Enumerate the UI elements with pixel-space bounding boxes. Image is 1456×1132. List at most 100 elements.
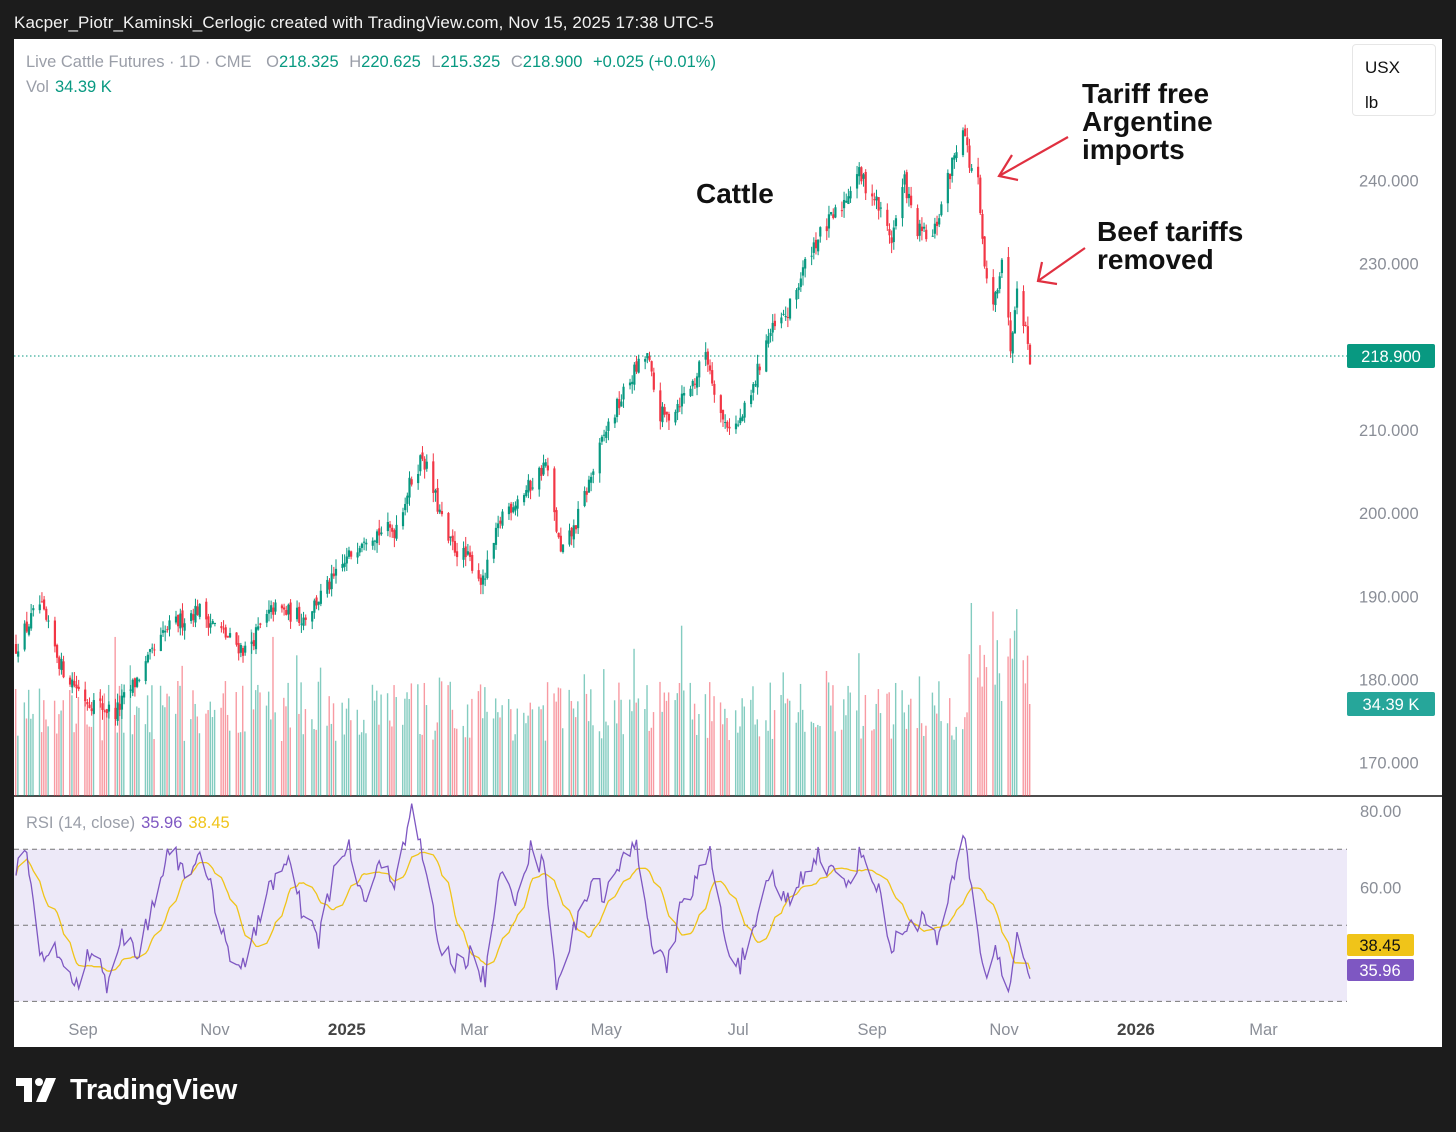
- candle-body: [814, 239, 818, 249]
- volume-bar: [713, 696, 715, 796]
- candle-body: [903, 174, 906, 185]
- volume-bar: [330, 723, 333, 796]
- volume-bar: [296, 655, 298, 796]
- candle-body: [1022, 291, 1025, 327]
- volume-bar: [235, 692, 237, 796]
- volume-bar: [391, 726, 393, 796]
- candle-body: [179, 613, 182, 629]
- open-value: 218.325: [279, 53, 339, 71]
- volume-bar: [620, 699, 622, 796]
- tradingview-logo-icon: [16, 1078, 56, 1102]
- volume-label[interactable]: Vol: [26, 78, 49, 96]
- candle-body: [1011, 332, 1014, 354]
- currency-unit[interactable]: USX: [1365, 58, 1400, 77]
- candle-body: [652, 372, 655, 390]
- volume-bar: [356, 709, 359, 796]
- candle-body: [304, 617, 307, 620]
- volume-bar: [168, 696, 170, 796]
- close-label: C: [510, 53, 523, 71]
- volume-bar: [936, 713, 938, 796]
- tariff-free-annotation: Tariff free Argentine imports: [1082, 80, 1213, 164]
- candle-body: [756, 363, 759, 388]
- volume-bar: [138, 707, 140, 796]
- tradingview-logo[interactable]: TradingView: [16, 1072, 237, 1108]
- candle-body: [419, 455, 422, 472]
- candle-body: [408, 477, 411, 498]
- volume-bar: [358, 734, 361, 796]
- volume-bar: [562, 728, 564, 796]
- volume-bar: [501, 705, 503, 796]
- volume-bar: [196, 716, 199, 796]
- volume-bar: [32, 713, 34, 796]
- volume-bar: [678, 683, 681, 796]
- candle-body: [45, 608, 48, 620]
- volume-bar: [862, 725, 864, 796]
- volume-bar: [726, 718, 728, 796]
- candle-body: [570, 527, 573, 537]
- rsi-label[interactable]: RSI (14, close): [26, 814, 136, 832]
- volume-bar: [998, 673, 1001, 796]
- candle-body: [935, 221, 939, 226]
- candle-body: [888, 229, 891, 236]
- candle-body: [797, 287, 800, 291]
- candle-body: [205, 601, 208, 620]
- candle-body: [499, 520, 502, 524]
- candle-body: [682, 393, 686, 396]
- volume-bar: [406, 692, 408, 796]
- candle-body: [873, 199, 876, 201]
- candle-body: [964, 128, 967, 137]
- rsi-legend: RSI (14, close) 35.96 38.45: [26, 814, 230, 833]
- candle-body: [356, 552, 359, 558]
- candle-body: [572, 525, 575, 540]
- candle-body: [663, 407, 666, 415]
- candle-body: [55, 644, 59, 658]
- volume-bar: [799, 683, 802, 796]
- volume-bar: [75, 723, 77, 796]
- candle-body: [879, 207, 882, 209]
- candle-body: [719, 395, 722, 414]
- volume-bar: [659, 681, 661, 796]
- annotation-line: Argentine: [1082, 106, 1213, 137]
- volume-bar: [220, 707, 222, 796]
- volume-bar: [257, 684, 259, 796]
- candle-body: [373, 540, 377, 542]
- candle-body: [1024, 324, 1027, 326]
- volume-bar: [404, 698, 406, 796]
- candle-body: [708, 365, 712, 371]
- candle-body: [68, 677, 72, 685]
- volume-bar: [525, 723, 527, 796]
- rsi-axis-tick: 60.00: [1360, 879, 1401, 897]
- candle-body: [968, 145, 971, 168]
- volume-bar: [542, 705, 544, 796]
- candle-body: [507, 506, 511, 515]
- candle-body: [220, 626, 223, 629]
- volume-bar: [224, 681, 227, 796]
- symbol-label[interactable]: Live Cattle Futures · 1D · CME: [26, 53, 252, 71]
- unit-selector[interactable]: USX lb: [1352, 44, 1436, 116]
- volume-bar: [73, 732, 75, 796]
- candle-body: [105, 709, 108, 714]
- candle-body: [894, 218, 898, 227]
- price-chart-svg[interactable]: 240.000 230.000 210.000 200.000 190.000 180.0…: [14, 39, 1442, 1047]
- candle-body: [585, 491, 588, 495]
- candle-body: [590, 476, 593, 483]
- volume-bar: [890, 738, 893, 796]
- volume-bar: [289, 727, 291, 796]
- volume-bar: [607, 725, 609, 796]
- measure-unit[interactable]: lb: [1365, 93, 1379, 112]
- ohlc-legend: Live Cattle Futures · 1D · CME O218.325 …: [26, 53, 716, 72]
- candle-body: [637, 358, 640, 373]
- volume-bar: [164, 707, 166, 796]
- volume-bar: [667, 692, 670, 796]
- candle-body: [845, 200, 848, 203]
- volume-bar: [689, 682, 691, 796]
- volume-bar: [438, 677, 441, 796]
- candle-body: [948, 173, 952, 180]
- candle-body: [525, 490, 528, 496]
- candle-body: [27, 626, 31, 635]
- candle-body: [1009, 320, 1012, 352]
- candle-body: [133, 678, 137, 688]
- volume-bar: [983, 654, 986, 796]
- candle-body: [451, 535, 454, 542]
- candle-body: [847, 196, 850, 205]
